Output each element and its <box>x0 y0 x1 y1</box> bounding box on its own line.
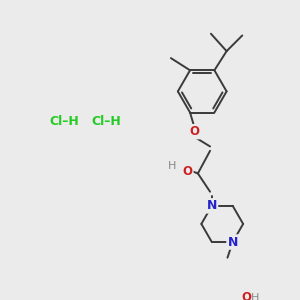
Text: H: H <box>251 293 260 300</box>
Text: H: H <box>168 161 176 172</box>
Text: Cl–H: Cl–H <box>92 116 122 128</box>
Text: N: N <box>207 199 217 212</box>
Text: N: N <box>227 236 238 248</box>
Text: Cl–H: Cl–H <box>50 116 80 128</box>
Text: O: O <box>182 165 192 178</box>
Text: O: O <box>242 291 252 300</box>
Text: O: O <box>189 125 200 138</box>
